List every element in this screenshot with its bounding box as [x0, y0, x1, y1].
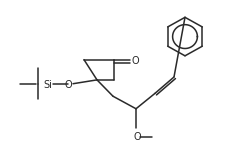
Text: O: O [133, 132, 141, 142]
Text: Si: Si [44, 80, 52, 90]
Text: O: O [132, 56, 140, 66]
Text: O: O [64, 80, 72, 90]
